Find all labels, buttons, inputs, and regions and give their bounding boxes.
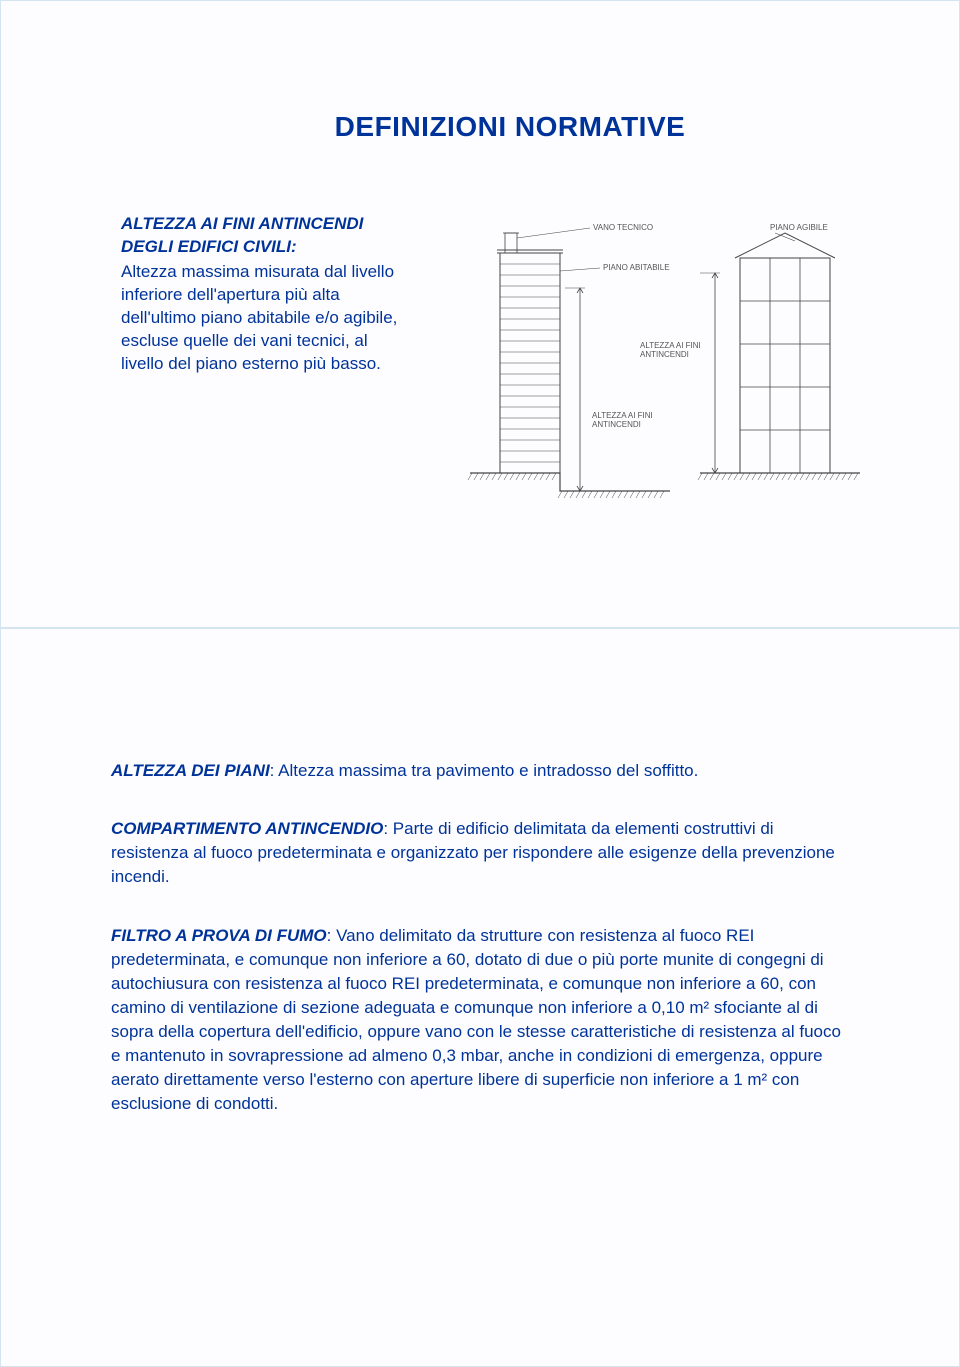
- page-2: ALTEZZA DEI PIANI: Altezza massima tra p…: [0, 628, 960, 1367]
- term-altezza-antincendi: ALTEZZA AI FINI ANTINCENDI DEGLI EDIFICI…: [121, 214, 363, 256]
- term: COMPARTIMENTO ANTINCENDIO: [111, 819, 383, 838]
- definitions-list: ALTEZZA DEI PIANI: Altezza massima tra p…: [111, 759, 849, 1117]
- svg-text:ALTEZZA AI FINIANTINCENDI: ALTEZZA AI FINIANTINCENDI: [640, 341, 701, 359]
- term: ALTEZZA DEI PIANI: [111, 761, 270, 780]
- svg-text:PIANO ABITABILE: PIANO ABITABILE: [603, 263, 670, 272]
- svg-text:ALTEZZA AI FINIANTINCENDI: ALTEZZA AI FINIANTINCENDI: [592, 411, 653, 429]
- definition-body: : Altezza massima tra pavimento e intrad…: [270, 761, 699, 780]
- definition-block: ALTEZZA DEI PIANI: Altezza massima tra p…: [111, 759, 849, 783]
- page-title: DEFINIZIONI NORMATIVE: [121, 111, 899, 143]
- definition-block: COMPARTIMENTO ANTINCENDIO: Parte di edif…: [111, 817, 849, 889]
- content-row: ALTEZZA AI FINI ANTINCENDI DEGLI EDIFICI…: [121, 213, 899, 513]
- svg-text:PIANO AGIBILE: PIANO AGIBILE: [770, 223, 828, 232]
- term: FILTRO A PROVA DI FUMO: [111, 926, 327, 945]
- body-altezza-antincendi: Altezza massima misurata dal livello inf…: [121, 261, 401, 376]
- page-1: DEFINIZIONI NORMATIVE ALTEZZA AI FINI AN…: [0, 0, 960, 628]
- definition-body: : Vano delimitato da strutture con resis…: [111, 926, 841, 1114]
- building-diagram: VANO TECNICO PIANO ABITABILE PIANO AGIBILE…: [431, 213, 899, 513]
- svg-text:VANO TECNICO: VANO TECNICO: [593, 223, 653, 232]
- definition-left: ALTEZZA AI FINI ANTINCENDI DEGLI EDIFICI…: [121, 213, 401, 513]
- definition-block: FILTRO A PROVA DI FUMO: Vano delimitato …: [111, 924, 849, 1117]
